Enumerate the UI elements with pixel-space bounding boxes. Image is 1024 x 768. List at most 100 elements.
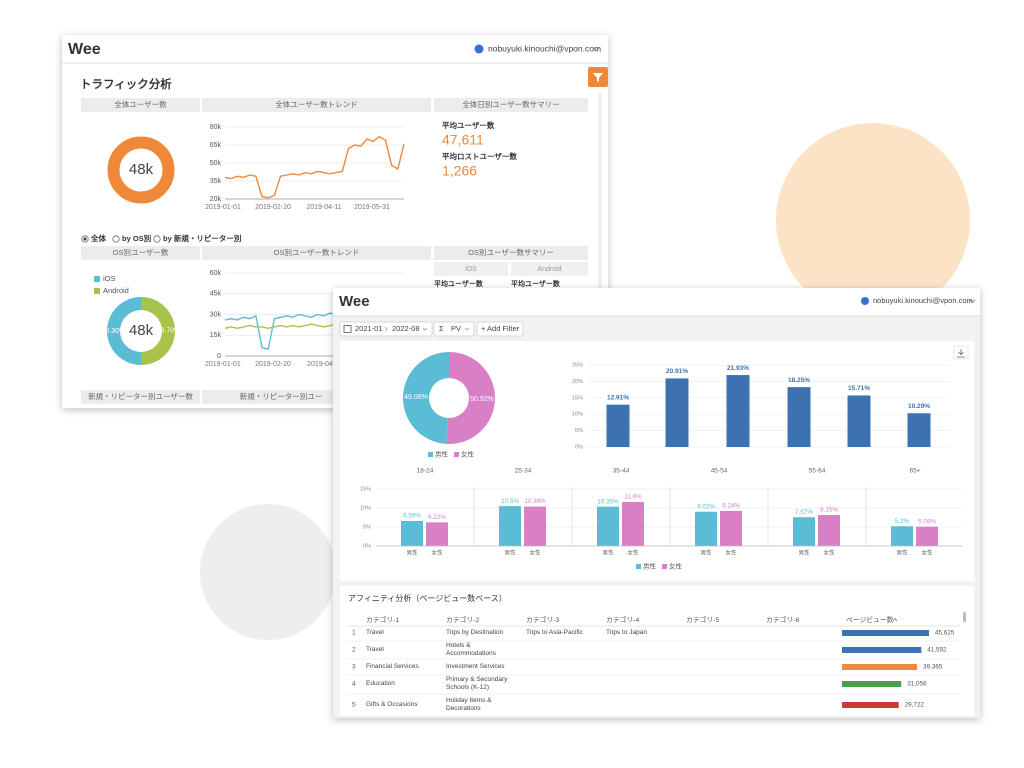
column-header: カテゴリ-2 bbox=[446, 615, 479, 624]
table-cell-box: Trips to Japan bbox=[606, 629, 647, 636]
bar-value-label: 10.5% bbox=[501, 498, 519, 505]
summary-value: 47,611 bbox=[442, 132, 484, 148]
table-cell: Trips to Japan bbox=[606, 629, 647, 636]
row-rank: 3 bbox=[352, 664, 356, 671]
sub-category-label: 女性 bbox=[529, 548, 541, 556]
sub-category-label: 男性 bbox=[602, 548, 614, 556]
slice-label: 50.30% bbox=[102, 328, 126, 335]
table-cell: Hotels & Accommodations bbox=[446, 642, 496, 657]
x-tick-label: 2019-01-01 bbox=[205, 204, 241, 211]
table-cell: Investment Services bbox=[446, 663, 505, 670]
y-tick-label: 45k bbox=[210, 291, 222, 298]
logo: Wee bbox=[68, 41, 101, 58]
slice-label: 50.92% bbox=[470, 396, 494, 403]
bar bbox=[695, 511, 717, 546]
column-header: カテゴリ-4 bbox=[606, 615, 639, 624]
section-header-text: 全体ユーザー数トレンド bbox=[275, 99, 357, 109]
bar bbox=[916, 526, 938, 546]
bar-value-label: 7.57% bbox=[795, 509, 813, 516]
section-header-text: 全体日別ユーザー数サマリー bbox=[462, 99, 559, 109]
radio-label: by 新規・リピーター別 bbox=[163, 233, 241, 243]
scrollbar bbox=[963, 612, 966, 622]
summary-label: 平均ロストユーザー数 bbox=[442, 151, 517, 161]
decor-circle bbox=[776, 123, 970, 317]
sub-category-label: 女性 bbox=[431, 548, 443, 556]
table-cell: Trips by Destination bbox=[446, 629, 504, 636]
separator bbox=[384, 326, 388, 332]
table-cell-box: Trips by Destination bbox=[446, 629, 504, 636]
bar bbox=[499, 506, 521, 546]
sub-category-label: 男性 bbox=[700, 548, 712, 556]
sort-icon bbox=[892, 617, 898, 622]
y-tick-label: 15k bbox=[210, 332, 222, 339]
user-email: nobuyuki.kinouchi@vpon.com bbox=[488, 43, 601, 53]
bar-value-label: 6.59% bbox=[403, 513, 421, 520]
legend-label: iOS bbox=[103, 274, 116, 283]
y-tick-label: 60k bbox=[210, 270, 222, 277]
table-cell-box: Gifts & Occasions bbox=[366, 701, 418, 708]
x-tick-label: 2019-04 bbox=[307, 361, 333, 368]
pageview-bar bbox=[842, 630, 929, 636]
table-cell: Travel bbox=[366, 629, 384, 636]
bar-value-label: 11.6% bbox=[624, 494, 642, 501]
bar-value-label: 10.38% bbox=[524, 498, 546, 505]
donut-center-label: 48k bbox=[129, 161, 154, 178]
y-tick-label: 50k bbox=[210, 160, 222, 167]
table-cell-box: Investment Services bbox=[446, 663, 505, 670]
pageview-label: 41,592 bbox=[927, 647, 947, 654]
bar-value-label: 6.22% bbox=[428, 514, 446, 521]
column-header: カテゴリ-6 bbox=[766, 615, 799, 624]
section-header-text: OS別ユーザー数 bbox=[113, 247, 169, 257]
summary-column-text: Android bbox=[537, 266, 561, 273]
table-cell-box: Trips to Asia-Pacific bbox=[526, 629, 583, 636]
pageview-label: 39,365 bbox=[923, 664, 943, 671]
chevron bbox=[464, 327, 470, 331]
bar-value-label: 18.25% bbox=[788, 377, 810, 384]
bar-value-label: 9.24% bbox=[722, 503, 740, 510]
row-rank: 2 bbox=[352, 647, 356, 654]
summary-label: 平均ユーザー数 bbox=[434, 279, 484, 288]
legend-swatch bbox=[428, 452, 433, 457]
section-header-text: 全体ユーザー数 bbox=[114, 99, 167, 109]
bar bbox=[793, 517, 815, 546]
bar-value-label: 9.02% bbox=[697, 503, 715, 510]
sub-category-label: 女性 bbox=[725, 548, 737, 556]
row-rank: 4 bbox=[352, 681, 356, 688]
add-filter[interactable] bbox=[476, 321, 524, 337]
y-tick-label: 25% bbox=[572, 362, 583, 368]
bar bbox=[401, 520, 423, 546]
radio bbox=[153, 235, 161, 243]
column-header: カテゴリ-5 bbox=[686, 615, 719, 624]
pageview-bar bbox=[842, 681, 902, 687]
table-cell: Travel bbox=[366, 646, 384, 653]
bar bbox=[622, 501, 644, 546]
pageview-label: 31,056 bbox=[907, 681, 927, 688]
pie-slice bbox=[106, 297, 142, 366]
date-range bbox=[339, 321, 433, 337]
bar-value-label: 5.2% bbox=[895, 518, 910, 525]
summary-column bbox=[511, 262, 588, 276]
section-header bbox=[202, 98, 431, 112]
x-tick-label: 2019-04-11 bbox=[306, 204, 341, 211]
x-tick-label: 2019-02-20 bbox=[255, 204, 291, 211]
pageview-bar bbox=[842, 664, 918, 670]
bar-value-label: 8.15% bbox=[820, 507, 838, 514]
category-label: 25-34 bbox=[515, 468, 532, 475]
user-icon bbox=[474, 44, 484, 54]
column-header: カテゴリ-3 bbox=[526, 615, 559, 624]
bar bbox=[524, 506, 546, 546]
summary-value: 1,266 bbox=[442, 163, 477, 179]
y-tick-label: 80k bbox=[210, 124, 222, 131]
y-tick-label: 20k bbox=[210, 196, 222, 203]
radio-dot bbox=[83, 237, 87, 241]
metric: PV bbox=[451, 324, 461, 333]
table-cell: Education bbox=[366, 680, 395, 687]
section-header bbox=[81, 246, 200, 260]
bar-value-label: 15.71% bbox=[848, 385, 870, 392]
donut-center-label: 48k bbox=[129, 322, 154, 339]
category-label: 55-64 bbox=[809, 468, 826, 475]
section-header bbox=[434, 98, 588, 112]
radio bbox=[112, 235, 120, 243]
add-filter-label: + Add Filter bbox=[481, 324, 520, 333]
